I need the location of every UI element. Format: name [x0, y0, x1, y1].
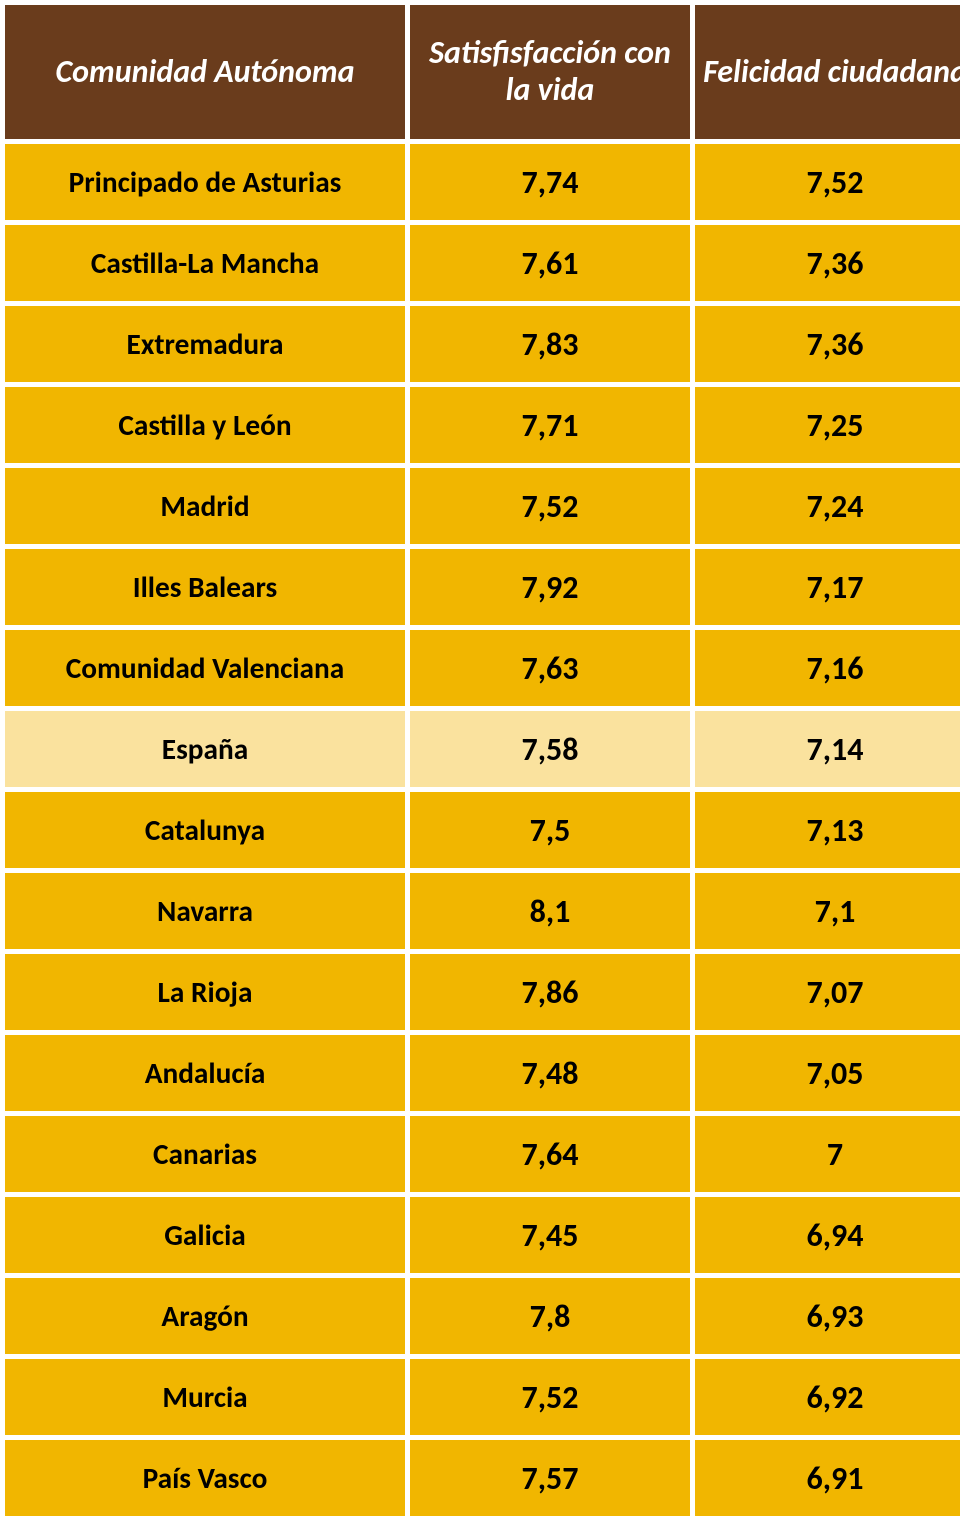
cell-region-name: Madrid [5, 468, 405, 544]
cell-happiness: 7,1 [695, 873, 960, 949]
header-region: Comunidad Autónoma [5, 5, 405, 139]
cell-satisfaction: 7,52 [410, 1359, 690, 1435]
table-row: Andalucía7,487,05 [5, 1035, 960, 1111]
cell-region-name: Catalunya [5, 792, 405, 868]
table-body: Principado de Asturias7,747,52Castilla-L… [5, 144, 960, 1516]
cell-happiness: 6,94 [695, 1197, 960, 1273]
cell-happiness: 7,05 [695, 1035, 960, 1111]
cell-region-name: España [5, 711, 405, 787]
cell-satisfaction: 7,71 [410, 387, 690, 463]
table-row: España7,587,14 [5, 711, 960, 787]
cell-region-name: Canarias [5, 1116, 405, 1192]
cell-happiness: 7,07 [695, 954, 960, 1030]
cell-satisfaction: 7,48 [410, 1035, 690, 1111]
table-row: Canarias7,647 [5, 1116, 960, 1192]
cell-satisfaction: 7,52 [410, 468, 690, 544]
table-row: La Rioja7,867,07 [5, 954, 960, 1030]
cell-happiness: 7,17 [695, 549, 960, 625]
table-row: Castilla-La Mancha7,617,36 [5, 225, 960, 301]
cell-satisfaction: 7,58 [410, 711, 690, 787]
cell-satisfaction: 7,8 [410, 1278, 690, 1354]
cell-region-name: Castilla-La Mancha [5, 225, 405, 301]
regions-table: Comunidad Autónoma Satisfisfacción con l… [0, 0, 960, 1521]
table-row: Castilla y León7,717,25 [5, 387, 960, 463]
header-satisfaction: Satisfisfacción con la vida [410, 5, 690, 139]
cell-region-name: Illes Balears [5, 549, 405, 625]
cell-happiness: 7,36 [695, 225, 960, 301]
cell-region-name: País Vasco [5, 1440, 405, 1516]
cell-region-name: Galicia [5, 1197, 405, 1273]
cell-happiness: 7,52 [695, 144, 960, 220]
header-happiness: Felicidad ciudadana [695, 5, 960, 139]
cell-region-name: Andalucía [5, 1035, 405, 1111]
table-row: Principado de Asturias7,747,52 [5, 144, 960, 220]
cell-satisfaction: 7,61 [410, 225, 690, 301]
cell-happiness: 7,14 [695, 711, 960, 787]
cell-satisfaction: 7,86 [410, 954, 690, 1030]
cell-satisfaction: 7,74 [410, 144, 690, 220]
cell-happiness: 7,13 [695, 792, 960, 868]
cell-region-name: La Rioja [5, 954, 405, 1030]
cell-happiness: 7,36 [695, 306, 960, 382]
cell-region-name: Murcia [5, 1359, 405, 1435]
table-row: Illes Balears7,927,17 [5, 549, 960, 625]
cell-satisfaction: 7,45 [410, 1197, 690, 1273]
cell-region-name: Principado de Asturias [5, 144, 405, 220]
cell-satisfaction: 7,63 [410, 630, 690, 706]
cell-region-name: Navarra [5, 873, 405, 949]
table-row: Navarra8,17,1 [5, 873, 960, 949]
cell-happiness: 6,91 [695, 1440, 960, 1516]
table-row: Comunidad Valenciana7,637,16 [5, 630, 960, 706]
cell-satisfaction: 7,57 [410, 1440, 690, 1516]
cell-satisfaction: 7,92 [410, 549, 690, 625]
table-row: Aragón7,86,93 [5, 1278, 960, 1354]
cell-satisfaction: 8,1 [410, 873, 690, 949]
table-row: Catalunya7,57,13 [5, 792, 960, 868]
cell-satisfaction: 7,64 [410, 1116, 690, 1192]
table-row: Murcia7,526,92 [5, 1359, 960, 1435]
cell-happiness: 7 [695, 1116, 960, 1192]
cell-satisfaction: 7,83 [410, 306, 690, 382]
cell-region-name: Extremadura [5, 306, 405, 382]
cell-happiness: 6,93 [695, 1278, 960, 1354]
table-header-row: Comunidad Autónoma Satisfisfacción con l… [5, 5, 960, 139]
cell-happiness: 7,16 [695, 630, 960, 706]
cell-region-name: Castilla y León [5, 387, 405, 463]
cell-region-name: Aragón [5, 1278, 405, 1354]
table-row: Extremadura7,837,36 [5, 306, 960, 382]
cell-happiness: 6,92 [695, 1359, 960, 1435]
table-row: Galicia7,456,94 [5, 1197, 960, 1273]
cell-happiness: 7,24 [695, 468, 960, 544]
cell-satisfaction: 7,5 [410, 792, 690, 868]
table-row: País Vasco7,576,91 [5, 1440, 960, 1516]
cell-region-name: Comunidad Valenciana [5, 630, 405, 706]
table-row: Madrid7,527,24 [5, 468, 960, 544]
cell-happiness: 7,25 [695, 387, 960, 463]
